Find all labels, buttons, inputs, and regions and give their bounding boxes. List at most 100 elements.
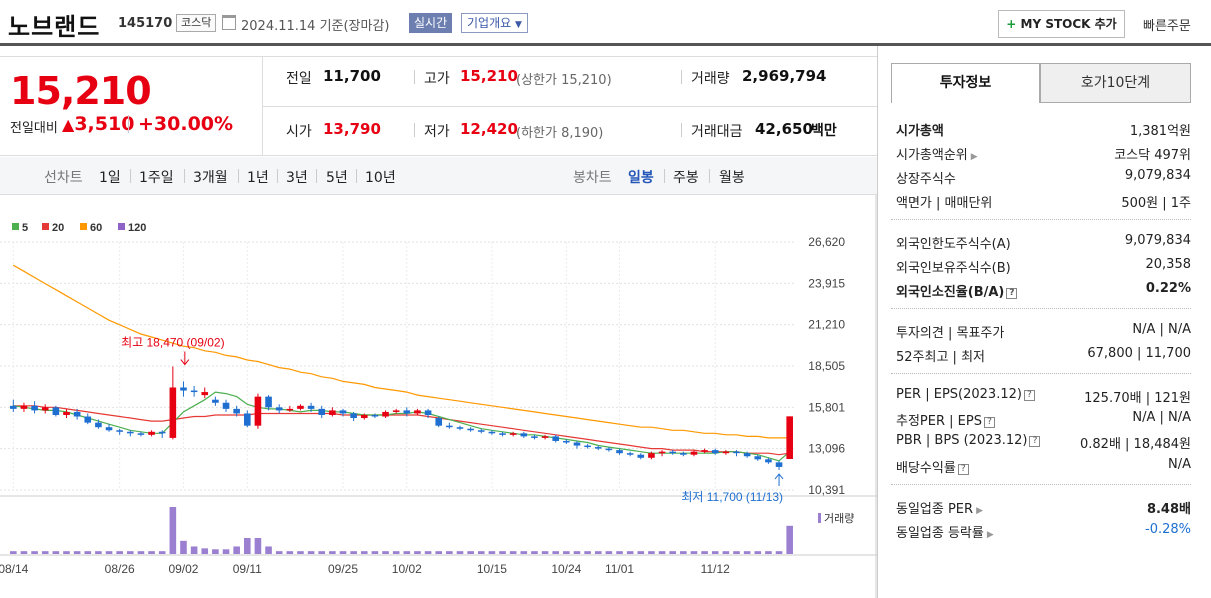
volume-bar [233, 546, 240, 554]
candle-monthly[interactable]: 월봉 [719, 170, 745, 186]
help-icon[interactable]: ? [983, 417, 995, 428]
candlestick-chart[interactable]: 26,620 23,915 21,210 18,505 15,801 13,096 10,3… [0, 195, 877, 598]
help-icon[interactable]: ? [1023, 390, 1035, 401]
add-my-stock-button[interactable]: + MY STOCK 추가 [998, 10, 1125, 38]
volume-bar [690, 551, 698, 554]
volume-bar [626, 551, 634, 554]
price-change-value: 3,510 [74, 113, 135, 135]
candle-body [20, 405, 28, 409]
up-triangle-icon: ▲ [62, 115, 75, 134]
help-icon[interactable]: ? [1006, 288, 1018, 299]
realtime-button[interactable]: 실시간 [409, 13, 453, 33]
candle-body [84, 416, 92, 423]
volume-bar [360, 551, 368, 554]
candle-body [275, 407, 283, 411]
candle-body [605, 448, 613, 451]
change-percent: +30.00% [138, 113, 234, 135]
tab-investment-info[interactable]: 투자정보 [891, 63, 1040, 103]
volume-bar [467, 551, 474, 554]
candle-body [520, 433, 528, 437]
prev-close-label: 전일 [286, 71, 312, 87]
candle-body [765, 459, 772, 463]
market-cap-rank-row[interactable]: 시가총액순위 ▶ 코스닥 497위 [896, 140, 1191, 164]
industry-rate-row[interactable]: 동일업종 등락률 ▶ -0.28% [896, 518, 1191, 542]
dividend-label: 배당수익률 [896, 461, 956, 476]
help-icon[interactable]: ? [957, 464, 969, 475]
candle-daily[interactable]: 일봉 [628, 170, 654, 186]
volume-bar [488, 551, 496, 554]
volume-bar [722, 551, 730, 554]
volume-bar [222, 549, 230, 554]
volume-bar [339, 551, 347, 554]
candle-body [733, 451, 740, 454]
period-10y[interactable]: 10년 [365, 170, 396, 186]
volume-bar [243, 538, 251, 554]
volume-bar [212, 549, 219, 554]
high-annotation: 최고 18,470 (09/02) [121, 336, 224, 350]
period-divider [664, 169, 665, 183]
est-per-label: 추정PER | EPS [896, 414, 982, 429]
price-panel: 15,210 전일대비 ▲3,510 +30.00% 전일 11,700 고가 … [0, 56, 877, 156]
company-info-dropdown[interactable]: 기업개요 ▼ [461, 13, 528, 33]
legend-swatch [118, 223, 125, 230]
candle-body [414, 410, 421, 414]
legend-label: 20 [52, 222, 64, 234]
panel-divider [262, 57, 263, 156]
market-cap-value: 1,381억원 [1129, 124, 1191, 139]
candle-body [95, 422, 102, 428]
x-tick-label: 08/14 [0, 562, 29, 576]
opinion-label: 투자의견 | 목표주가 [896, 326, 1005, 341]
shares-row: 상장주식수 9,079,834 [896, 164, 1191, 188]
period-1w[interactable]: 1주일 [139, 170, 174, 186]
high-arrowhead [180, 359, 190, 366]
industry-per-row[interactable]: 동일업종 PER ▶ 8.48배 [896, 494, 1191, 518]
period-3m[interactable]: 3개월 [193, 170, 228, 186]
volume-bar [180, 540, 187, 554]
quick-order-link[interactable]: 빠른주문 [1143, 15, 1191, 34]
candle-body [775, 462, 783, 467]
period-5y[interactable]: 5년 [326, 170, 348, 186]
help-icon[interactable]: ? [1029, 436, 1041, 447]
volume-bar [201, 548, 209, 554]
volume-bar [158, 551, 166, 554]
candle-weekly[interactable]: 주봉 [673, 170, 699, 186]
volume-bar [616, 551, 623, 554]
week52-value: 67,800 | 11,700 [1087, 346, 1191, 361]
low-annotation: 최저 11,700 (11/13) [681, 490, 783, 504]
candle-body [403, 410, 411, 414]
pbr-value: 0.82배 | 18,484원 [1080, 437, 1191, 452]
stat-divider [681, 123, 682, 137]
tab-order-book[interactable]: 호가10단계 [1040, 63, 1191, 103]
candle-body [350, 413, 357, 419]
ma20-line [13, 405, 790, 456]
period-3y[interactable]: 3년 [286, 170, 308, 186]
y-tick-label: 26,620 [808, 235, 845, 249]
period-divider [277, 169, 278, 183]
opinion-value: N/A | N/A [1132, 322, 1191, 337]
candle-body [329, 410, 336, 415]
x-tick-label: 11/01 [605, 562, 634, 576]
volume-bar [116, 551, 123, 554]
candle-body [233, 408, 240, 414]
est-per-row: 추정PER | EPS? N/A | N/A [896, 406, 1191, 430]
foreign-limit-label: 외국인한도주식수(A) [896, 237, 1011, 252]
change-divider [128, 115, 129, 133]
low-arrowhead [774, 473, 784, 480]
volume-bar [52, 551, 60, 554]
volume-value: 2,969,794 [742, 67, 827, 85]
period-1y[interactable]: 1년 [247, 170, 269, 186]
volume-bar [584, 551, 591, 554]
par-value-value: 500원 | 1주 [1121, 196, 1191, 211]
candle-body [382, 411, 389, 417]
par-value-row: 액면가 | 매매단위 500원 | 1주 [896, 188, 1191, 212]
candle-body [339, 410, 347, 414]
stat-divider [681, 70, 682, 84]
period-1d[interactable]: 1일 [99, 170, 121, 186]
volume-bar [265, 546, 272, 554]
candle-body [392, 410, 400, 412]
candle-body [105, 427, 113, 431]
candle-body [680, 453, 687, 455]
candle-body [786, 416, 793, 459]
volume-bar [73, 551, 81, 554]
candle-body [137, 433, 145, 435]
